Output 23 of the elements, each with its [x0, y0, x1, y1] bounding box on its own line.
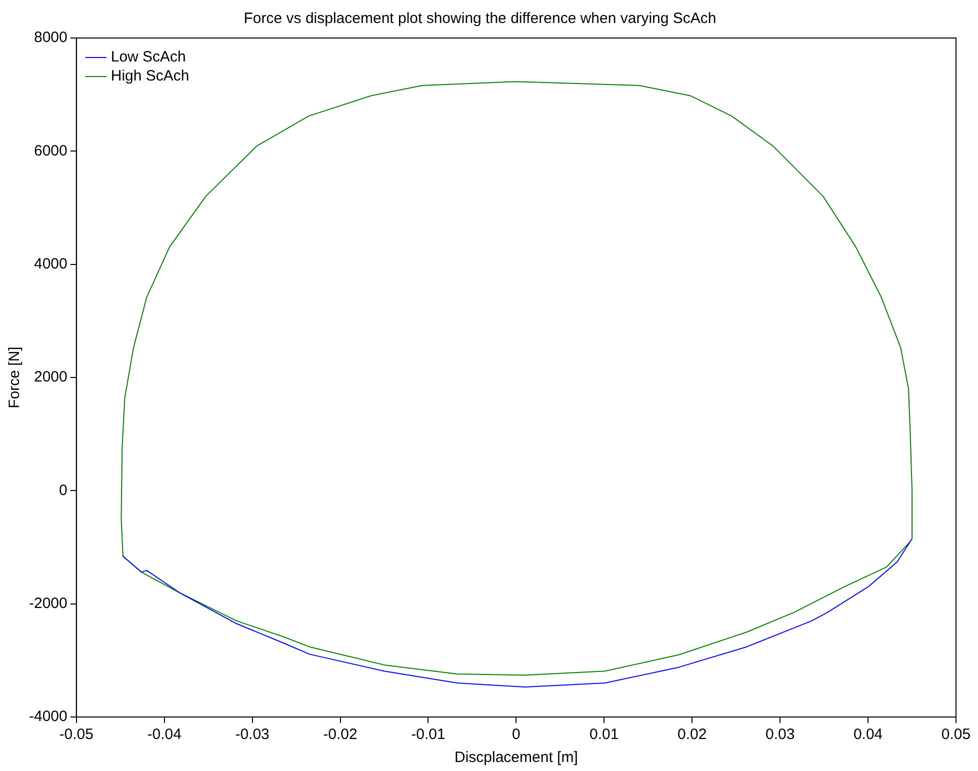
x-tick-label: -0.03	[235, 726, 270, 744]
x-tick-label: -0.01	[411, 726, 446, 744]
x-tick-label: -0.04	[147, 726, 182, 744]
x-tick-label: -0.02	[323, 726, 358, 744]
legend-label: High ScAch	[110, 68, 190, 85]
y-tick-label: 6000	[34, 142, 68, 160]
x-tick-label: 0.04	[853, 726, 883, 744]
x-tick-label: 0	[512, 726, 520, 744]
x-tick-label: -0.05	[59, 726, 94, 744]
y-tick-label: 8000	[34, 29, 68, 46]
y-tick-label: -4000	[28, 708, 68, 726]
x-tick-label: 0.03	[765, 726, 795, 744]
x-tick-label: 0.01	[590, 726, 619, 744]
x-tick-label: 0.05	[941, 726, 971, 744]
x-tick-label: 0.02	[678, 726, 707, 744]
x-axis-title: Discplacement [m]	[454, 749, 578, 766]
y-tick-label: 0	[59, 482, 68, 499]
y-tick-label: -2000	[28, 594, 68, 612]
legend-label: Low ScAch	[110, 48, 186, 66]
y-tick-label: 2000	[34, 368, 68, 386]
y-tick-label: 4000	[34, 255, 68, 272]
y-axis-title: Force [N]	[6, 346, 24, 408]
chart-title: Force vs displacement plot showing the difference when varying ScAch	[244, 10, 716, 28]
